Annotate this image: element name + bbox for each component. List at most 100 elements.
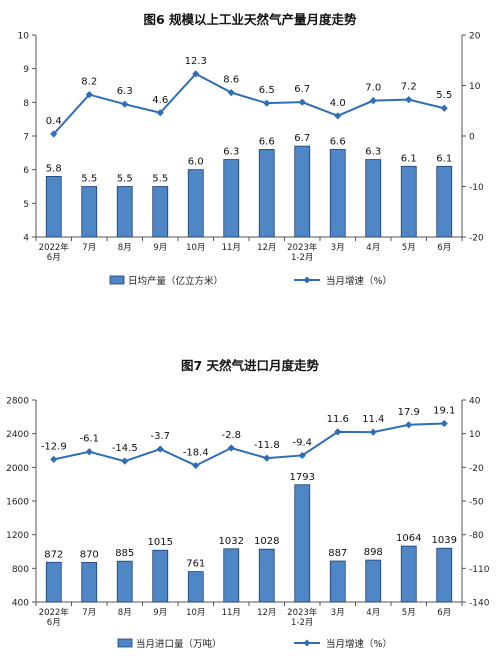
chart6-growth-label: 5.5 — [436, 90, 452, 101]
chart7-x-tick-label-line: 2022年 — [39, 607, 70, 618]
chart7-growth-point — [298, 451, 306, 460]
chart7-right-tick-label: 10 — [469, 430, 481, 440]
chart6-left-tick-label: 7 — [23, 133, 29, 143]
chart6-title: 图6 规模以上工业天然气产量月度走势 — [143, 12, 357, 27]
chart6-growth-label: 4.6 — [152, 95, 168, 106]
chart7-left-tick-label: 1200 — [6, 531, 29, 541]
chart6-x-tick-label: 4月 — [366, 243, 380, 253]
chart6-growth-point — [369, 97, 377, 105]
chart6-growth-point — [50, 130, 58, 138]
chart7-legend-bar-swatch — [117, 638, 133, 648]
chart6-x-tick-label-line: 4月 — [366, 243, 380, 253]
chart7-x-tick-label-line: 8月 — [118, 608, 132, 618]
chart6-x-tick-label: 10月 — [186, 243, 205, 253]
chart6-bar — [258, 149, 275, 238]
chart6-right-tick-label: 10 — [469, 82, 481, 92]
chart7-growth-line — [53, 422, 445, 467]
chart7-x-tick-label-line: 5月 — [402, 608, 416, 618]
chart7-right-tick-label: -80 — [469, 531, 484, 541]
chart6-right-tick-label: 0 — [469, 133, 475, 143]
chart6-growth-label: 6.3 — [117, 86, 133, 97]
chart7-growth-point — [369, 428, 377, 436]
chart7-bar-label: 887 — [328, 548, 347, 559]
chart6-x-tick-label-line: 6月 — [437, 243, 451, 253]
chart6-legend-line-marker — [303, 276, 311, 284]
chart6-left-tick-label: 10 — [18, 32, 30, 42]
chart6-bar-label: 6.0 — [188, 157, 204, 168]
chart6-x-tick-label: 3月 — [331, 243, 345, 253]
chart6-x-tick-label-line: 2023年 — [287, 242, 318, 253]
chart7-x-tick-label: 10月 — [186, 608, 205, 618]
chart7-left-tick-label: 800 — [12, 565, 29, 575]
chart6-x-tick-label-line: 11月 — [222, 243, 241, 253]
chart7-legend-line-marker — [303, 639, 311, 647]
chart7-left-tick-label: 2000 — [6, 464, 29, 474]
chart7-growth-label: 11.6 — [327, 414, 349, 425]
chart6-x-tick-label: 7月 — [82, 243, 96, 253]
chart7-right-tick-label: -20 — [469, 464, 484, 474]
chart7-bar-label: 1032 — [219, 536, 244, 547]
chart6-growth-point — [405, 96, 413, 104]
chart7-x-tick-label-line: 7月 — [82, 608, 96, 618]
chart6-bar — [187, 169, 204, 238]
chart6-left-tick-label: 6 — [23, 166, 29, 176]
chart6-growth-point — [156, 109, 164, 117]
chart6-left-tick-label: 8 — [23, 99, 29, 109]
chart7-x-tick-label: 9月 — [153, 608, 167, 618]
chart6-left-tick-label: 9 — [23, 65, 29, 75]
chart7-left-tick-label: 2400 — [6, 430, 29, 440]
chart6-legend-bar-swatch — [109, 275, 125, 285]
chart6-x-tick-label: 9月 — [153, 243, 167, 253]
chart6-x-tick-label-line: 5月 — [402, 243, 416, 253]
chart7-bar-label: 870 — [80, 549, 99, 560]
chart6-x-tick-label-line: 6月 — [47, 253, 61, 263]
chart6-x-tick-label: 2023年 1-2月 — [287, 242, 318, 263]
chart6-bar-label: 5.5 — [81, 174, 97, 185]
chart7-growth-label: -6.1 — [79, 434, 99, 445]
chart6-growth-label: 6.7 — [294, 84, 310, 95]
chart7-growth-point — [263, 454, 271, 462]
chart6-x-tick-label-line: 12月 — [257, 243, 276, 253]
chart7-growth-point — [50, 455, 58, 463]
chart7-bar — [187, 571, 204, 603]
chart7-x-tick-label: 5月 — [402, 608, 416, 618]
chart6-x-tick-label-line: 10月 — [186, 243, 205, 253]
chart7-x-tick-label-line: 6月 — [47, 618, 61, 628]
chart7-legend-bar-label: 当月进口量（万吨） — [136, 638, 222, 650]
chart6-legend-bar-label: 日均产量（亿立方米） — [128, 275, 223, 287]
chart6-x-tick-label: 11月 — [222, 243, 241, 253]
chart7-x-tick-label-line: 4月 — [366, 608, 380, 618]
chart7-left-tick-label: 1600 — [6, 498, 29, 508]
chart7-x-tick-label: 12月 — [257, 608, 276, 618]
chart6-bar — [81, 186, 98, 238]
chart7-bar — [223, 548, 240, 603]
chart7-growth-label: -18.4 — [183, 448, 209, 459]
chart7-x-tick-label: 11月 — [222, 608, 241, 618]
chart7-growth-point — [227, 444, 235, 452]
chart6-growth-point — [227, 88, 235, 97]
chart7-bar — [436, 547, 453, 603]
chart6-x-tick-label: 2022年 6月 — [39, 242, 70, 263]
chart7-x-tick-label: 2022年 6月 — [39, 607, 70, 628]
chart7-bar-label: 761 — [186, 559, 205, 570]
chart7-title: 图7 天然气进口月度走势 — [181, 358, 320, 373]
chart6-growth-label: 0.4 — [46, 116, 62, 127]
chart7-growth-point — [156, 445, 164, 453]
chart6-x-tick-label: 12月 — [257, 243, 276, 253]
chart7-growth-label: 19.1 — [433, 405, 455, 416]
chart6-x-tick-label-line: 9月 — [153, 243, 167, 253]
chart7-growth-label: -9.4 — [292, 437, 312, 448]
chart7-x-tick-label-line: 11月 — [222, 608, 241, 618]
chart7-bar-label: 1064 — [396, 533, 421, 544]
chart6-right-tick-label: 20 — [469, 32, 481, 42]
chart6-growth-point — [334, 112, 342, 120]
chart7-bar-label: 885 — [115, 548, 134, 559]
chart7-x-tick-label-line: 12月 — [257, 608, 276, 618]
chart6-growth-point — [192, 70, 200, 78]
chart6-growth-label: 8.6 — [223, 75, 239, 86]
chart6-growth-label: 7.0 — [365, 83, 381, 94]
chart7-x-tick-label-line: 3月 — [331, 608, 345, 618]
chart6-x-tick-label: 5月 — [402, 243, 416, 253]
